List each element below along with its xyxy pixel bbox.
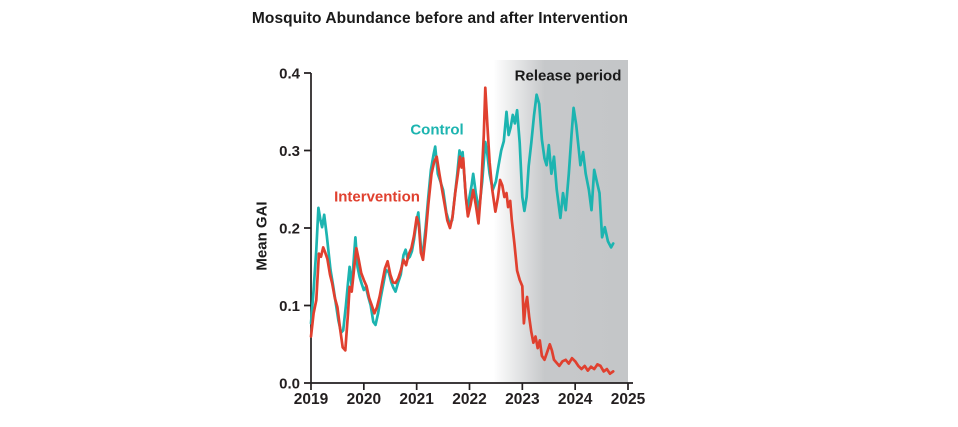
x-tick-label: 2025 <box>611 391 646 408</box>
release-period-band <box>493 60 628 383</box>
y-tick-label: 0.1 <box>279 298 300 315</box>
x-tick-label: 2024 <box>558 391 593 408</box>
y-tick-label: 0.0 <box>279 375 300 392</box>
intervention-series-label: Intervention <box>334 188 420 206</box>
y-axis-label: Mean GAI <box>253 201 271 271</box>
intervention-line <box>309 86 615 376</box>
y-tick-label: 0.2 <box>279 220 300 237</box>
y-tick-label: 0.3 <box>279 143 300 160</box>
y-tick-label: 0.4 <box>279 65 301 82</box>
x-tick-label: 2022 <box>452 391 486 408</box>
x-tick-label: 2021 <box>399 391 434 408</box>
x-tick-label: 2019 <box>294 391 329 408</box>
control-series-label: Control <box>410 121 464 139</box>
x-tick-label: 2023 <box>505 391 540 408</box>
chart-title: Mosquito Abundance before and after Inte… <box>251 10 629 27</box>
x-tick-label: 2020 <box>347 391 381 408</box>
release-period-label: Release period <box>514 67 622 85</box>
axes <box>304 72 633 390</box>
